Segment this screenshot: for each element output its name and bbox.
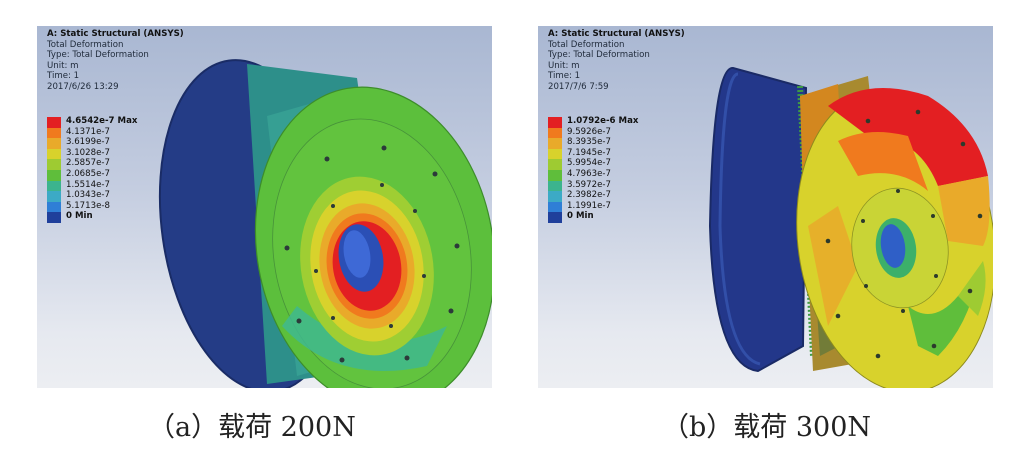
- result-date: 2017/7/6 7:59: [548, 81, 609, 92]
- legend-swatch: [548, 169, 562, 181]
- legend-swatch: [47, 169, 61, 181]
- result-viewport-b[interactable]: A: Static Structural (ANSYS) Total Defor…: [538, 26, 993, 388]
- legend-swatch: [47, 138, 61, 149]
- legend-swatch: [548, 212, 562, 223]
- legend-label: 1.1991e-7: [567, 200, 611, 211]
- legend-max-label: 1.0792e-6 Max: [567, 116, 639, 126]
- result-date: 2017/6/26 13:29: [47, 81, 119, 92]
- caption-b: （b）载荷 300N: [662, 412, 872, 443]
- legend-swatch: [548, 127, 562, 139]
- legend-swatch: [47, 159, 61, 170]
- deformation-model-b: [708, 67, 993, 388]
- legend-label: 2.5857e-7: [66, 158, 110, 169]
- result-time: Time: 1: [47, 71, 80, 82]
- result-header-b: A: Static Structural (ANSYS) Total Defor…: [548, 29, 685, 93]
- result-type: Type: Total Deformation: [47, 50, 149, 61]
- analysis-title: A: Static Structural (ANSYS): [548, 29, 685, 39]
- result-name: Total Deformation: [47, 39, 124, 50]
- legend-swatch: [47, 117, 61, 128]
- legend-label: 3.5972e-7: [567, 179, 611, 190]
- legend-swatch: [548, 191, 562, 202]
- legend-label: 3.1028e-7: [66, 147, 110, 158]
- legend-label: 9.5926e-7: [567, 126, 611, 137]
- legend-swatch: [47, 180, 61, 192]
- analysis-title: A: Static Structural (ANSYS): [47, 29, 184, 39]
- legend-swatch: [548, 159, 562, 170]
- legend-swatch: [47, 212, 61, 223]
- legend-swatch: [548, 148, 562, 160]
- result-unit: Unit: m: [47, 60, 79, 71]
- legend-label: 4.7963e-7: [567, 168, 611, 179]
- legend-label: 5.1713e-8: [66, 200, 110, 211]
- legend-min-label: 0 Min: [567, 211, 594, 222]
- legend-max-label: 4.6542e-7 Max: [66, 116, 138, 126]
- legend-swatch: [47, 191, 61, 202]
- result-header-a: A: Static Structural (ANSYS) Total Defor…: [47, 29, 184, 93]
- legend-label: 4.1371e-7: [66, 126, 110, 137]
- legend-label: 2.3982e-7: [567, 190, 611, 201]
- legend-label: 1.0343e-7: [66, 190, 110, 201]
- deformation-model-a: [158, 59, 492, 388]
- legend-swatch: [47, 148, 61, 160]
- legend-swatch: [47, 201, 61, 213]
- legend-swatch: [548, 138, 562, 149]
- legend-label: 1.5514e-7: [66, 179, 110, 190]
- legend-label: 7.1945e-7: [567, 147, 611, 158]
- result-name: Total Deformation: [548, 39, 625, 50]
- legend-label: 8.3935e-7: [567, 137, 611, 148]
- legend-swatch: [548, 180, 562, 192]
- result-time: Time: 1: [548, 71, 581, 82]
- result-unit: Unit: m: [548, 60, 580, 71]
- legend-swatch: [548, 201, 562, 213]
- legend-label: 5.9954e-7: [567, 158, 611, 169]
- caption-a: （a）载荷 200N: [148, 412, 356, 443]
- legend-min-label: 0 Min: [66, 211, 93, 222]
- legend-label: 3.6199e-7: [66, 137, 110, 148]
- legend-swatch: [548, 117, 562, 128]
- result-type: Type: Total Deformation: [548, 50, 650, 61]
- result-viewport-a[interactable]: A: Static Structural (ANSYS) Total Defor…: [37, 26, 492, 388]
- legend-swatch: [47, 127, 61, 139]
- legend-label: 2.0685e-7: [66, 168, 110, 179]
